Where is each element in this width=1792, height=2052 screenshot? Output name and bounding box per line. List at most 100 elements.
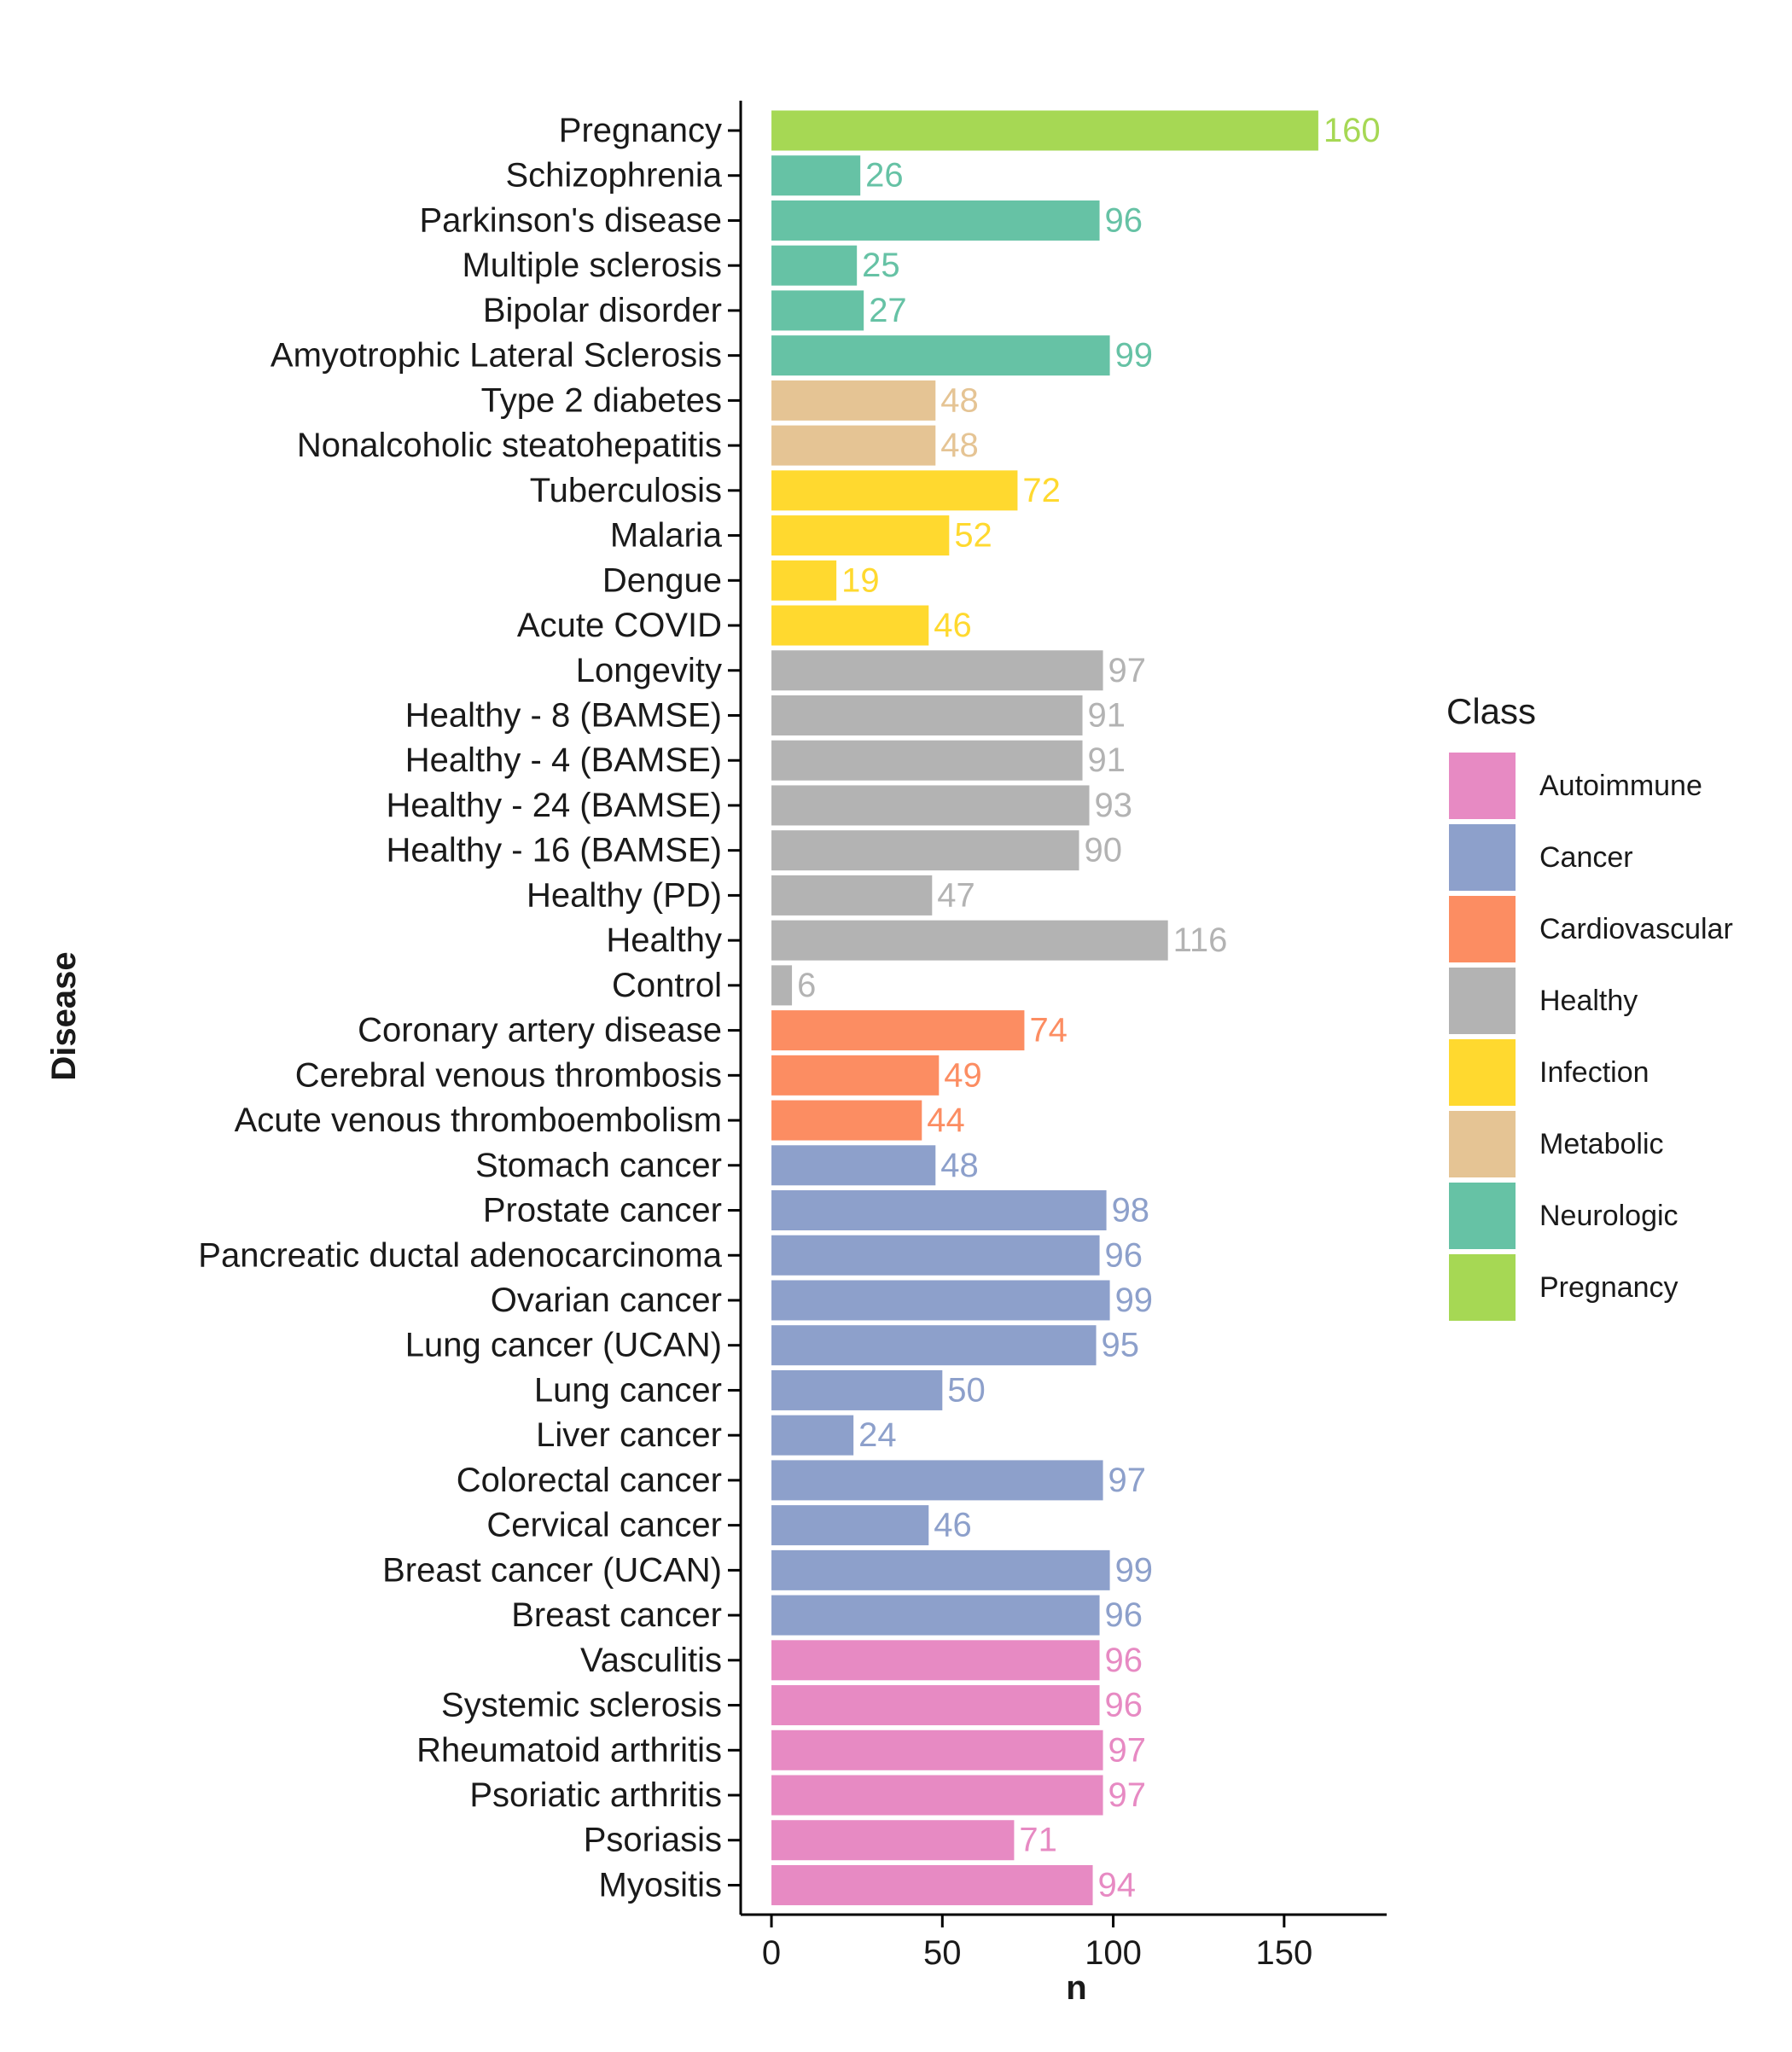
category-label: Breast cancer (UCAN) bbox=[382, 1551, 722, 1589]
bar bbox=[771, 200, 1100, 241]
category-label: Malaria bbox=[610, 517, 723, 555]
legend-swatch bbox=[1449, 753, 1516, 819]
bar bbox=[771, 1685, 1100, 1726]
value-label: 47 bbox=[937, 876, 975, 914]
x-axis-title: n bbox=[1066, 1969, 1086, 2007]
category-label: Healthy bbox=[606, 921, 722, 959]
value-label: 96 bbox=[1105, 1687, 1143, 1724]
bar bbox=[771, 380, 936, 421]
value-label: 25 bbox=[862, 247, 900, 284]
value-label: 97 bbox=[1108, 652, 1147, 689]
category-label: Pancreatic ductal adenocarcinoma bbox=[198, 1236, 722, 1274]
value-label: 99 bbox=[1115, 337, 1154, 375]
value-label: 97 bbox=[1108, 1462, 1147, 1499]
value-label: 96 bbox=[1105, 1642, 1143, 1679]
value-label: 72 bbox=[1022, 472, 1061, 509]
category-label: Stomach cancer bbox=[475, 1147, 722, 1184]
bar bbox=[771, 1729, 1103, 1770]
value-label: 96 bbox=[1105, 1236, 1143, 1274]
value-label: 116 bbox=[1173, 921, 1228, 959]
legend-swatch bbox=[1449, 896, 1516, 962]
value-label: 44 bbox=[927, 1102, 965, 1139]
bar bbox=[771, 560, 837, 601]
bar bbox=[771, 1460, 1103, 1501]
legend-label: Metabolic bbox=[1539, 1128, 1664, 1160]
value-label: 97 bbox=[1108, 1776, 1147, 1814]
value-label: 95 bbox=[1102, 1327, 1140, 1364]
category-label: Healthy - 4 (BAMSE) bbox=[405, 741, 722, 779]
bar bbox=[771, 1190, 1107, 1231]
legend-swatch bbox=[1449, 1254, 1516, 1321]
bar bbox=[771, 470, 1018, 511]
bar bbox=[771, 1864, 1093, 1905]
bar bbox=[771, 425, 936, 466]
value-label: 50 bbox=[947, 1371, 986, 1409]
category-label: Breast cancer bbox=[511, 1596, 722, 1634]
legend-swatch bbox=[1449, 1183, 1516, 1249]
value-labels: 160 26 96 25 27 99 48 48 72 52 19 46 97 91 91 93 90 47 116… bbox=[797, 112, 1381, 1904]
x-tick-label: 0 bbox=[762, 1934, 781, 1972]
category-label: Rheumatoid arthritis bbox=[416, 1731, 722, 1769]
category-label: Multiple sclerosis bbox=[462, 247, 722, 284]
legend-swatch bbox=[1449, 1111, 1516, 1177]
bar bbox=[771, 245, 858, 286]
category-label: Liver cancer bbox=[536, 1416, 722, 1454]
category-label: Bipolar disorder bbox=[483, 292, 722, 329]
value-label: 96 bbox=[1105, 1596, 1143, 1634]
value-label: 48 bbox=[940, 381, 979, 419]
category-label: Healthy (PD) bbox=[527, 876, 722, 914]
value-label: 98 bbox=[1112, 1192, 1150, 1229]
legend-swatch bbox=[1449, 824, 1516, 891]
category-label: Healthy - 16 (BAMSE) bbox=[387, 832, 722, 869]
value-label: 26 bbox=[865, 157, 904, 195]
category-label: Type 2 diabetes bbox=[481, 381, 722, 419]
value-label: 74 bbox=[1029, 1012, 1068, 1049]
value-label: 24 bbox=[858, 1416, 896, 1454]
category-label: Longevity bbox=[576, 652, 722, 689]
category-label: Psoriasis bbox=[584, 1822, 722, 1859]
category-label: Coronary artery disease bbox=[358, 1012, 722, 1049]
value-label: 46 bbox=[934, 1507, 972, 1544]
category-label: Psoriatic arthritis bbox=[469, 1776, 722, 1814]
value-label: 99 bbox=[1115, 1551, 1154, 1589]
legend-swatch bbox=[1449, 968, 1516, 1034]
bar bbox=[771, 1640, 1100, 1681]
legend-label: Healthy bbox=[1539, 985, 1638, 1017]
category-label: Schizophrenia bbox=[506, 157, 723, 195]
bar bbox=[771, 110, 1318, 151]
value-label: 71 bbox=[1019, 1822, 1057, 1859]
category-label: Cervical cancer bbox=[486, 1507, 722, 1544]
category-label: Nonalcoholic steatohepatitis bbox=[297, 427, 722, 464]
legend: Class Autoimmune Cancer Cardiovascular Heal… bbox=[1446, 691, 1733, 1321]
bar bbox=[771, 1100, 922, 1141]
bar bbox=[771, 1235, 1100, 1276]
bar bbox=[771, 1145, 936, 1186]
category-label: Vasculitis bbox=[580, 1642, 722, 1679]
value-label: 48 bbox=[940, 1147, 979, 1184]
category-label: Cerebral venous thrombosis bbox=[295, 1056, 722, 1094]
legend-swatch bbox=[1449, 1039, 1516, 1106]
category-label: Pregnancy bbox=[559, 112, 722, 149]
category-label: Amyotrophic Lateral Sclerosis bbox=[271, 337, 722, 375]
legend-label: Neurologic bbox=[1539, 1200, 1679, 1232]
bar bbox=[771, 1415, 854, 1456]
value-label: 6 bbox=[797, 967, 816, 1004]
bar bbox=[771, 1010, 1025, 1051]
bar bbox=[771, 335, 1110, 376]
category-label: Parkinson's disease bbox=[420, 201, 723, 239]
bar bbox=[771, 1055, 940, 1096]
y-axis-title: Disease bbox=[45, 951, 83, 1080]
bar bbox=[771, 875, 933, 916]
category-label: Tuberculosis bbox=[530, 472, 722, 509]
value-label: 49 bbox=[944, 1056, 982, 1094]
bar bbox=[771, 650, 1103, 691]
legend-label: Infection bbox=[1539, 1056, 1649, 1089]
bar bbox=[771, 290, 864, 331]
value-label: 96 bbox=[1105, 201, 1143, 239]
category-label: Acute venous thromboembolism bbox=[235, 1102, 722, 1139]
category-label: Dengue bbox=[602, 561, 722, 599]
value-label: 52 bbox=[954, 517, 992, 555]
category-labels: Pregnancy Schizophrenia Parkinson's diseas… bbox=[198, 112, 722, 1904]
